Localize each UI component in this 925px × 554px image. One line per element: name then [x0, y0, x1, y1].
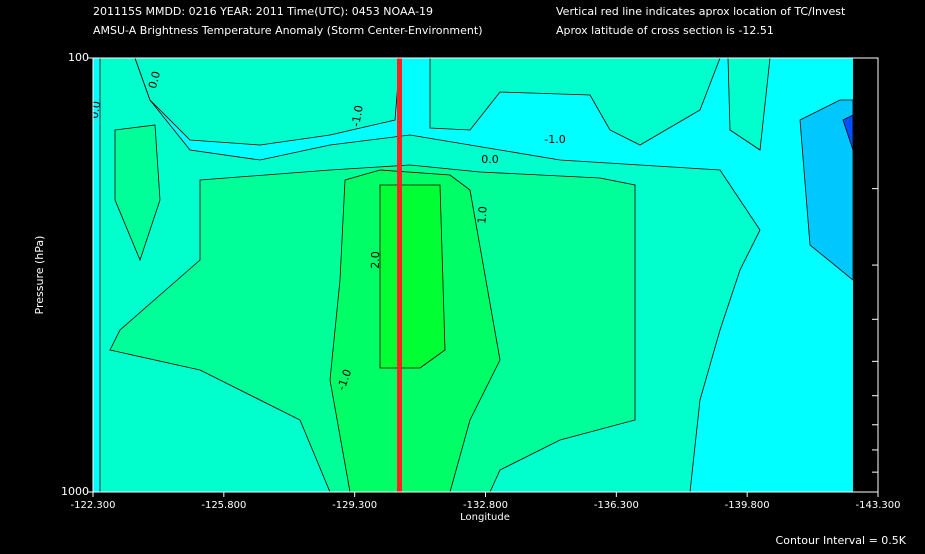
x-axis-label: Longitude	[460, 512, 510, 523]
contour-fill	[429, 57, 721, 146]
contour-fill	[842, 114, 854, 151]
x-tick-label: -125.800	[201, 500, 246, 511]
footer: Contour Interval = 0.5K	[776, 534, 907, 547]
contour-fill	[114, 124, 161, 262]
x-tick-label: -136.300	[594, 500, 639, 511]
note-line: Vertical red line indicates aprox locati…	[556, 5, 846, 18]
note-line: Aprox latitude of cross section is -12.5…	[556, 24, 774, 37]
contour-label: -1.0	[544, 133, 565, 146]
title-line: 201115S MMDD: 0216 YEAR: 2011 Time(UTC):…	[93, 5, 433, 18]
contour-label: 0.0	[146, 70, 163, 90]
title-line: AMSU-A Brightness Temperature Anomaly (S…	[93, 24, 483, 37]
contour-fills: 0.00.0 -1.0-1.00.01.02.0-1.0	[88, 57, 854, 493]
y-tick-label: 1000	[61, 485, 89, 498]
y-tick-label: 100	[68, 51, 89, 64]
y-axis-label: Pressure (hPa)	[33, 236, 46, 315]
x-tick-label: -129.300	[332, 500, 377, 511]
contour-fill	[799, 99, 854, 281]
contour-label: 2.0	[369, 251, 383, 269]
x-tick-label: -122.300	[71, 500, 116, 511]
contour-label: 1.0	[475, 206, 489, 225]
x-tick-label: -143.300	[856, 500, 901, 511]
contour-label: 0.0	[88, 100, 104, 119]
x-tick-label: -132.800	[463, 500, 508, 511]
contour-label: 0.0	[481, 153, 499, 166]
x-tick-label: -139.800	[725, 500, 770, 511]
contour-label: -1.0	[349, 104, 366, 127]
contour-fill	[379, 184, 446, 369]
